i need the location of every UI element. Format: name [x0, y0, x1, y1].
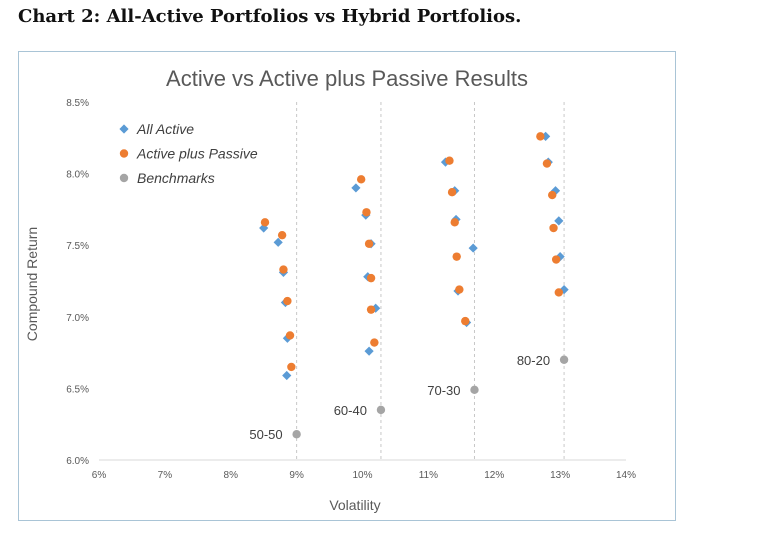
active-plus-passive-point: [370, 338, 379, 347]
benchmark-label: 60-40: [334, 403, 367, 418]
active-plus-passive-point: [461, 316, 470, 326]
all-active-point: [541, 131, 551, 141]
all-active-point: [364, 346, 374, 356]
y-tick-label: 7.5%: [66, 241, 89, 252]
data-points: 50-50 60-40 70-30 80-20: [249, 131, 569, 442]
active-plus-passive-point: [364, 239, 374, 248]
x-tick-label: 13%: [550, 470, 570, 481]
legend-label: Active plus Passive: [136, 146, 258, 162]
active-plus-passive-point: [452, 252, 461, 261]
x-tick-label: 11%: [419, 470, 438, 481]
y-tick-label: 8.5%: [66, 98, 89, 109]
active-plus-passive-point: [542, 159, 552, 168]
page-heading: Chart 2: All-Active Portfolios vs Hybrid…: [18, 6, 522, 27]
benchmark-point: [559, 355, 569, 364]
active-plus-passive-point: [549, 223, 558, 233]
tick-labels: 6% 7% 8% 9% 10% 11% 12% 13% 14% 6.0% 6.5% 7.0% 7.5% 8…: [66, 98, 636, 481]
active-plus-passive-point: [287, 362, 296, 372]
active-plus-passive-point: [554, 288, 564, 297]
chart-frame: Active vs Active plus Passive Results 6%…: [18, 51, 676, 521]
benchmark-point: [376, 405, 386, 415]
benchmark-label: 70-30: [427, 383, 460, 398]
active-plus-passive-point: [445, 156, 454, 165]
active-plus-passive-point: [279, 265, 288, 274]
x-tick-label: 8%: [224, 470, 239, 481]
benchmark-point: [292, 430, 301, 439]
all-active-point: [282, 370, 292, 381]
active-plus-passive-point: [450, 218, 459, 227]
x-tick-label: 14%: [616, 470, 636, 481]
active-plus-passive-point: [548, 190, 557, 200]
all-active-point: [351, 183, 361, 193]
benchmark-label: 80-20: [517, 353, 550, 368]
x-tick-label: 12%: [484, 470, 504, 481]
active-plus-passive-point: [366, 305, 376, 314]
legend: All Active Active plus Passive Benchmarks: [119, 121, 258, 186]
active-plus-passive-point: [285, 331, 295, 340]
x-tick-label: 6%: [92, 470, 107, 481]
benchmark-point: [470, 385, 479, 395]
active-plus-passive-point: [366, 273, 376, 283]
active-plus-passive-point: [356, 175, 366, 184]
all-active-point: [468, 243, 478, 253]
legend-label: All Active: [136, 121, 194, 137]
scatter-chart: Active vs Active plus Passive Results 6%…: [24, 66, 636, 513]
y-tick-label: 6.5%: [66, 384, 89, 395]
chart-title: Active vs Active plus Passive Results: [166, 66, 528, 91]
active-plus-passive-point: [362, 208, 371, 217]
x-tick-label: 9%: [289, 470, 304, 481]
all-active-point: [273, 237, 283, 247]
benchmark-label: 50-50: [249, 427, 282, 442]
y-axis-label: Compound Return: [24, 227, 40, 341]
active-plus-passive-point: [260, 218, 270, 227]
y-tick-label: 8.0%: [66, 170, 89, 181]
x-tick-label: 10%: [352, 470, 372, 481]
x-tick-label: 7%: [158, 470, 173, 481]
active-plus-passive-point: [536, 132, 545, 141]
active-plus-passive-point: [551, 255, 561, 264]
active-plus-passive-point: [283, 296, 292, 306]
x-axis-label: Volatility: [329, 497, 380, 513]
legend-marker-all-active: [119, 124, 129, 134]
y-tick-label: 6.0%: [66, 456, 89, 467]
legend-label: Benchmarks: [137, 170, 215, 186]
legend-marker-benchmarks: [119, 173, 129, 183]
all-active-point: [554, 216, 564, 226]
legend-marker-active-plus-passive: [119, 149, 129, 158]
active-plus-passive-point: [455, 285, 464, 294]
active-plus-passive-point: [447, 188, 457, 197]
active-plus-passive-point: [277, 230, 287, 240]
y-tick-label: 7.0%: [66, 313, 89, 324]
